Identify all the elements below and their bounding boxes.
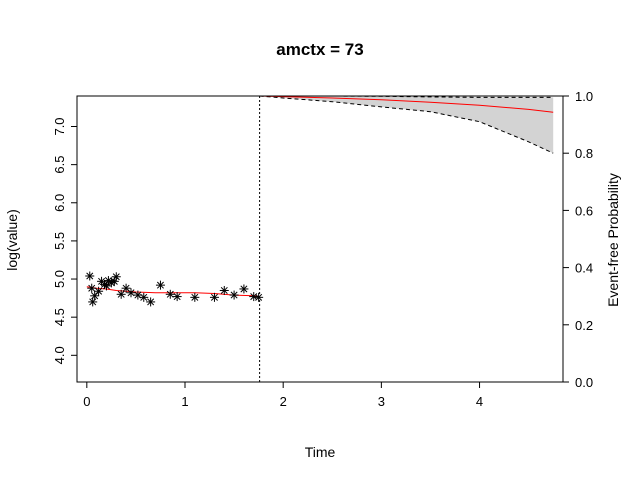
survival-ci-band (259, 96, 554, 154)
data-point (87, 283, 97, 293)
data-point-stroke (240, 285, 248, 293)
y-right-tick-label: 0.8 (575, 146, 593, 161)
plot-frame (76, 95, 564, 383)
data-point (239, 284, 249, 294)
data-point (165, 289, 175, 299)
data-point-stroke (191, 293, 199, 301)
data-point (155, 280, 165, 290)
y-axis-label-left: log(value) (4, 209, 20, 270)
data-point-stroke (210, 293, 218, 301)
data-point (209, 292, 219, 302)
chart-title: amctx = 73 (276, 40, 363, 59)
y-right-tick-label: 0.6 (575, 203, 593, 218)
data-point (85, 271, 95, 281)
data-point (146, 297, 156, 307)
y-left-tick-label: 4.5 (52, 308, 67, 326)
data-point (88, 297, 98, 307)
data-point-stroke (166, 290, 174, 298)
y-right-tick-label: 0.4 (575, 261, 593, 276)
survival-lower-line (259, 95, 554, 154)
x-axis-label: Time (305, 444, 336, 460)
survival-mean-line (259, 95, 554, 113)
data-point (254, 292, 264, 302)
data-point (94, 286, 104, 296)
data-point-stroke (156, 281, 164, 289)
data-point (139, 292, 149, 302)
data-point (116, 289, 126, 299)
data-point-stroke (140, 293, 148, 301)
y-axis-label-right: Event-free Probability (605, 173, 621, 307)
survival-band (259, 96, 554, 154)
y-right-tick-label: 1.0 (575, 89, 593, 104)
data-point-stroke (230, 291, 238, 299)
chart-lines (86, 95, 554, 382)
data-point-stroke (86, 272, 94, 280)
data-point (126, 288, 136, 298)
axes: 0 1 2 3 4 4.0 4.5 5.0 5.5 6.0 6.5 7.0 0.0 0.2 0.4 0.6 0.… (52, 89, 593, 409)
data-point-stroke (173, 293, 181, 301)
y-left-tick-label: 6.5 (52, 156, 67, 174)
data-point (229, 290, 239, 300)
data-point (111, 272, 121, 282)
y-right-tick-label: 0.2 (575, 318, 593, 333)
x-tick-label: 1 (181, 394, 188, 409)
data-point-stroke (220, 286, 228, 294)
data-point-stroke (95, 287, 103, 295)
data-point-stroke (127, 289, 135, 297)
data-point (190, 292, 200, 302)
y-left-tick-label: 5.5 (52, 232, 67, 250)
data-point-stroke (117, 290, 125, 298)
x-tick-label: 0 (83, 394, 90, 409)
x-tick-label: 2 (280, 394, 287, 409)
data-point (172, 292, 182, 302)
data-point-stroke (88, 284, 96, 292)
y-left-tick-label: 7.0 (52, 117, 67, 135)
x-tick-label: 4 (476, 394, 483, 409)
data-point (121, 283, 131, 293)
y-left-tick-label: 4.0 (52, 346, 67, 364)
x-tick-label: 3 (378, 394, 385, 409)
data-point-stroke (147, 298, 155, 306)
y-left-tick-label: 6.0 (52, 194, 67, 212)
data-point-stroke (112, 273, 120, 281)
data-point-stroke (255, 293, 263, 301)
y-right-tick-label: 0.0 (575, 375, 593, 390)
data-point (219, 285, 229, 295)
observed-points (85, 271, 264, 307)
data-point-stroke (122, 284, 130, 292)
y-left-tick-label: 5.0 (52, 270, 67, 288)
data-point-stroke (134, 291, 142, 299)
